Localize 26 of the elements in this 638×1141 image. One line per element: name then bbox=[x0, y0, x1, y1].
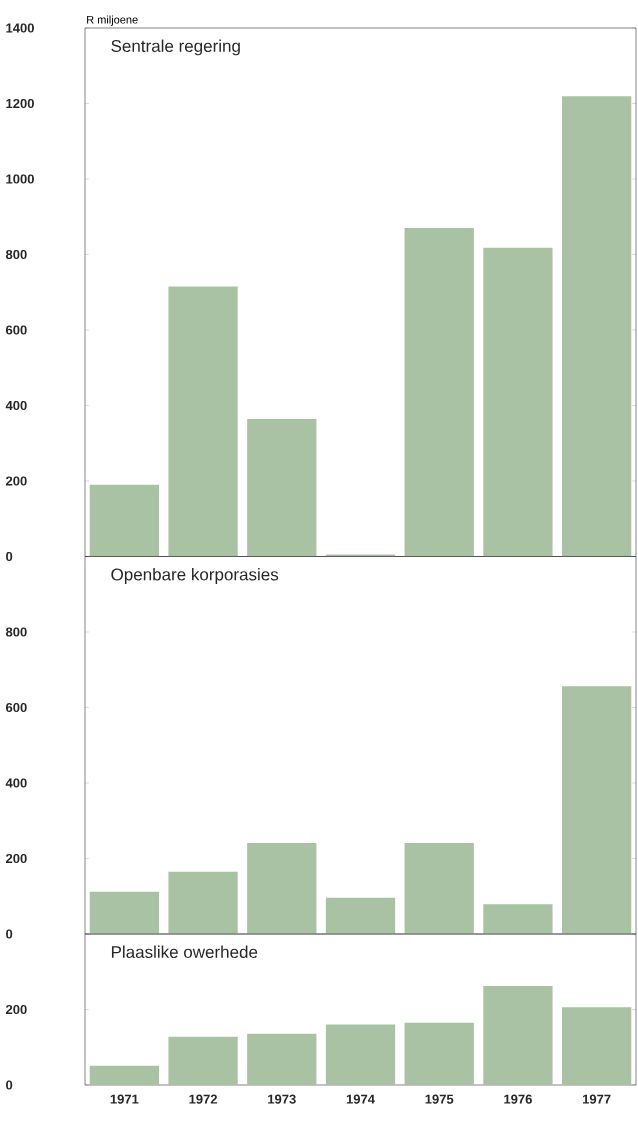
text: Openbare korporasies bbox=[111, 568, 279, 584]
y-tick-label: 200 bbox=[5, 1004, 27, 1015]
y-tick-label: 400 bbox=[5, 778, 27, 788]
y-tick-label: 1000 bbox=[6, 174, 34, 184]
text: Plaaslike owerhede bbox=[111, 945, 258, 959]
y-tick-label: 0 bbox=[6, 929, 13, 939]
x-tick-label: 1973 bbox=[268, 1094, 296, 1104]
y-tick-label: 200 bbox=[5, 853, 27, 864]
y-tick-label: 0 bbox=[6, 551, 13, 562]
y-tick-label: 600 bbox=[6, 325, 27, 335]
y-tick-label: 1400 bbox=[6, 23, 34, 33]
y-tick-label: 1200 bbox=[6, 98, 34, 109]
y-tick-label: 800 bbox=[5, 249, 27, 260]
text: Sentrale regering bbox=[111, 39, 240, 56]
y-tick-label: 400 bbox=[5, 400, 27, 411]
x-tick-label: 1971 bbox=[110, 1094, 139, 1104]
x-tick-label: 1977 bbox=[583, 1094, 611, 1104]
x-tick-label: 1972 bbox=[189, 1094, 218, 1104]
y-tick-label: 0 bbox=[6, 1080, 13, 1090]
y-tick-label: 600 bbox=[6, 702, 27, 713]
y-tick-label: 200 bbox=[5, 476, 27, 486]
x-tick-label: 1974 bbox=[346, 1094, 375, 1104]
x-tick-label: 1976 bbox=[504, 1094, 532, 1104]
x-tick-label: 1975 bbox=[425, 1094, 454, 1104]
y-tick-label: 800 bbox=[5, 627, 27, 637]
y-axis-title: R miljoene bbox=[87, 15, 138, 26]
